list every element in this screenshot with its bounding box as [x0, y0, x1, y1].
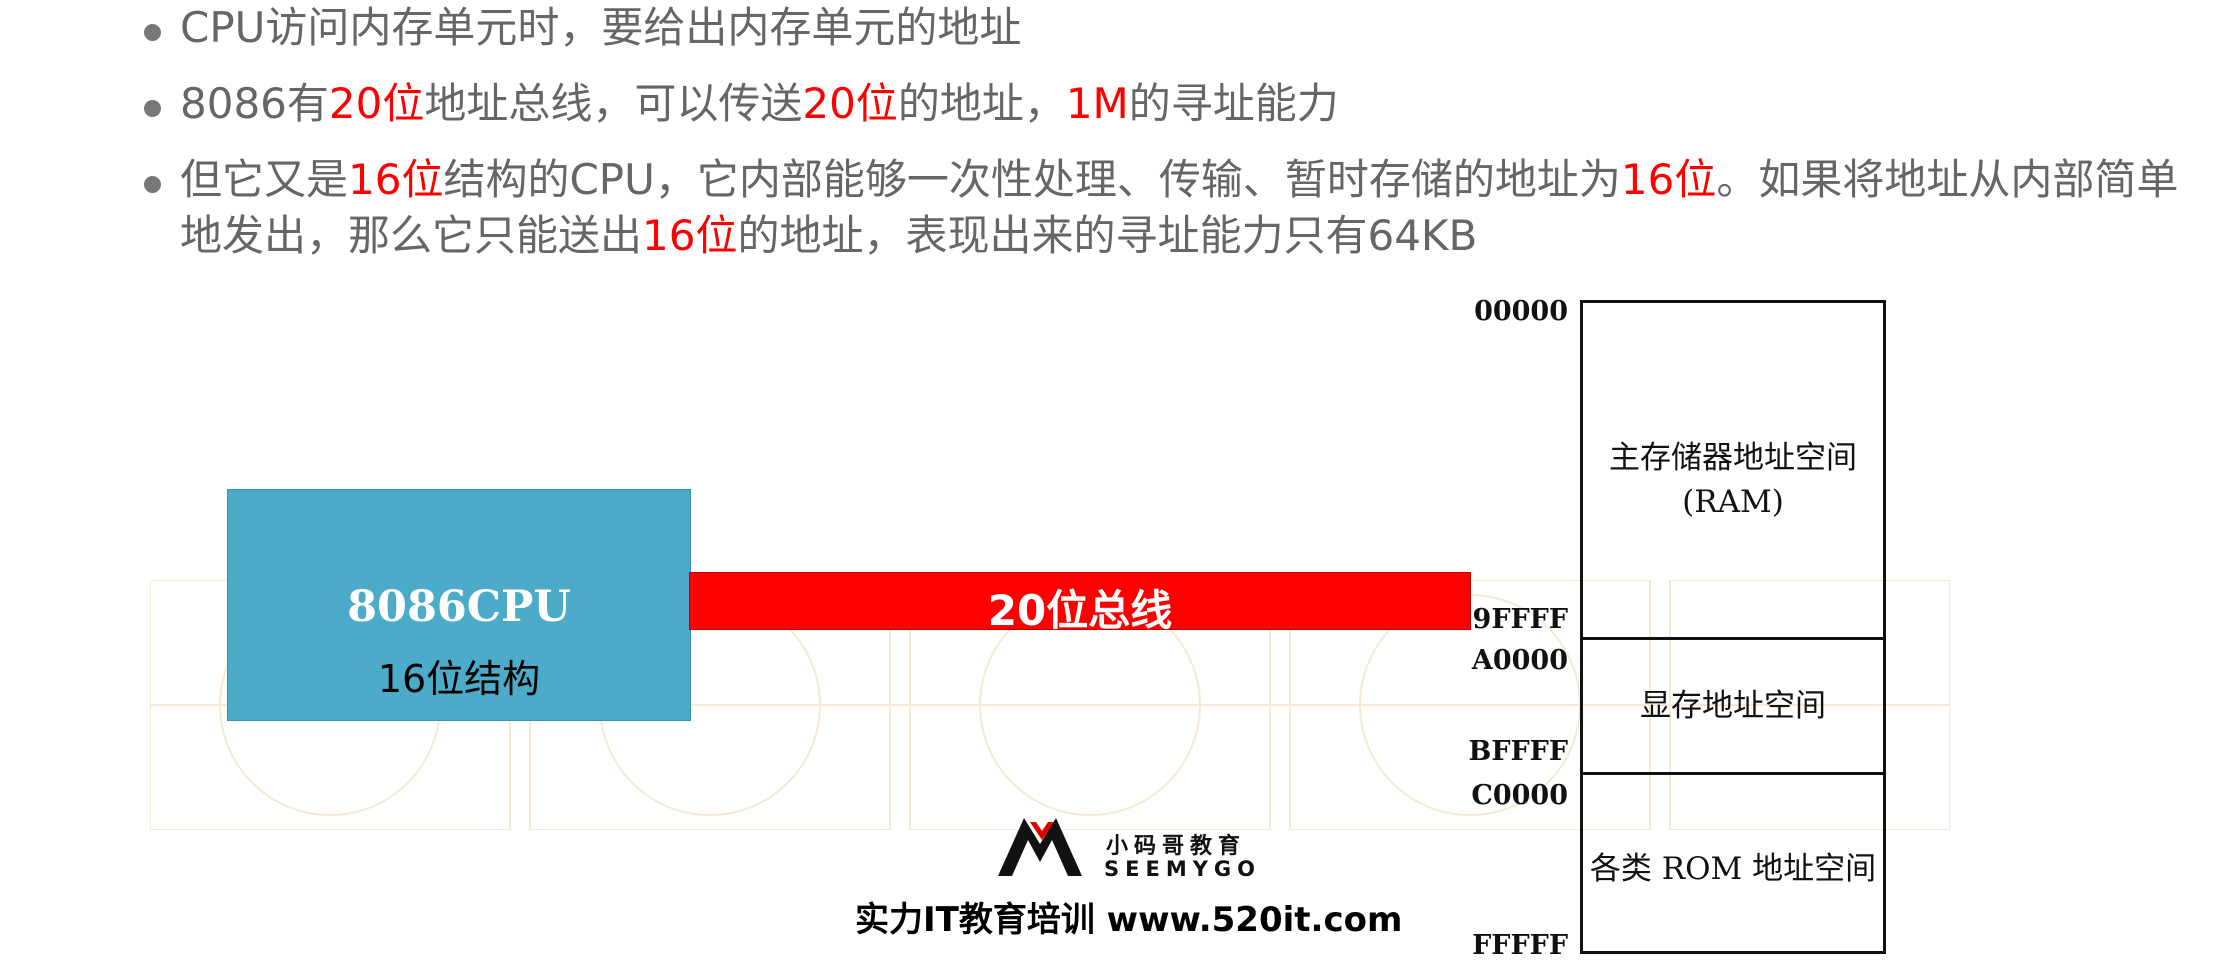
segment: 地址总线，可以传送	[424, 79, 803, 128]
seemygo-logo-icon	[998, 818, 1082, 876]
vram-region-label: 显存地址空间	[1640, 688, 1826, 724]
ram-region-sublabel: (RAM)	[1682, 484, 1784, 520]
cpu-subtitle: 16位结构	[377, 657, 541, 701]
bullet-item: 8086有20位地址总线，可以传送20位的地址，1M的寻址能力	[138, 76, 2198, 132]
highlight-segment: 16位	[642, 211, 738, 260]
footer-slogan: 实力IT教育培训 www.520it.com	[855, 900, 1403, 940]
region-divider	[1583, 637, 1883, 640]
cpu-box: 8086CPU 16位结构	[227, 489, 691, 721]
bullet-dot-icon	[144, 24, 161, 41]
memory-map: 主存储器地址空间 (RAM) 显存地址空间 各类 ROM 地址空间	[1580, 300, 1886, 954]
highlight-segment: 20位	[802, 79, 898, 128]
highlight-segment: 16位	[1620, 155, 1717, 204]
address-bus: 20位总线	[689, 572, 1471, 635]
segment: CPU访问内存单元时，要给出内存单元的地址	[180, 3, 1022, 52]
segment: 的地址，表现出来的寻址能力只有64KB	[737, 211, 1478, 260]
bullet-item: 但它又是16位结构的CPU，它内部能够一次性处理、传输、暂时存储的地址为16位。…	[138, 152, 2198, 264]
logo-text-en: SEEMYGO	[1104, 857, 1262, 881]
address-label: 00000	[1474, 296, 1568, 327]
address-label: BFFFF	[1468, 736, 1569, 767]
address-label: C0000	[1471, 780, 1568, 811]
bullet-list: CPU访问内存单元时，要给出内存单元的地址 8086有20位地址总线，可以传送2…	[138, 0, 2198, 284]
address-label: FFFFF	[1472, 930, 1568, 961]
region-divider	[1583, 772, 1883, 775]
segment: 。如果将地址从内部简单地发出，那么它只能送出	[180, 155, 2179, 260]
highlight-segment: 20位	[328, 79, 425, 128]
segment: 8086有	[180, 79, 329, 128]
cpu-title: 8086CPU	[347, 582, 571, 632]
highlight-segment: 1M	[1065, 79, 1129, 128]
bullet-dot-icon	[144, 100, 161, 117]
segment: 的地址，	[897, 79, 1066, 128]
segment: 结构的CPU，它内部能够一次性处理、传输、暂时存储的地址为	[443, 155, 1621, 204]
segment: 的寻址能力	[1128, 79, 1339, 128]
rom-region-label: 各类 ROM 地址空间	[1589, 851, 1877, 887]
address-label: A0000	[1471, 645, 1568, 676]
bus-label: 20位总线	[987, 586, 1173, 635]
bullet-dot-icon	[144, 176, 161, 193]
address-label: 9FFFF	[1472, 604, 1568, 635]
logo-text-cn: 小码哥教育	[1106, 834, 1247, 859]
ram-region-label: 主存储器地址空间	[1609, 440, 1857, 476]
segment: 但它又是	[180, 155, 349, 204]
highlight-segment: 16位	[348, 155, 444, 204]
bullet-item: CPU访问内存单元时，要给出内存单元的地址	[138, 0, 2198, 56]
